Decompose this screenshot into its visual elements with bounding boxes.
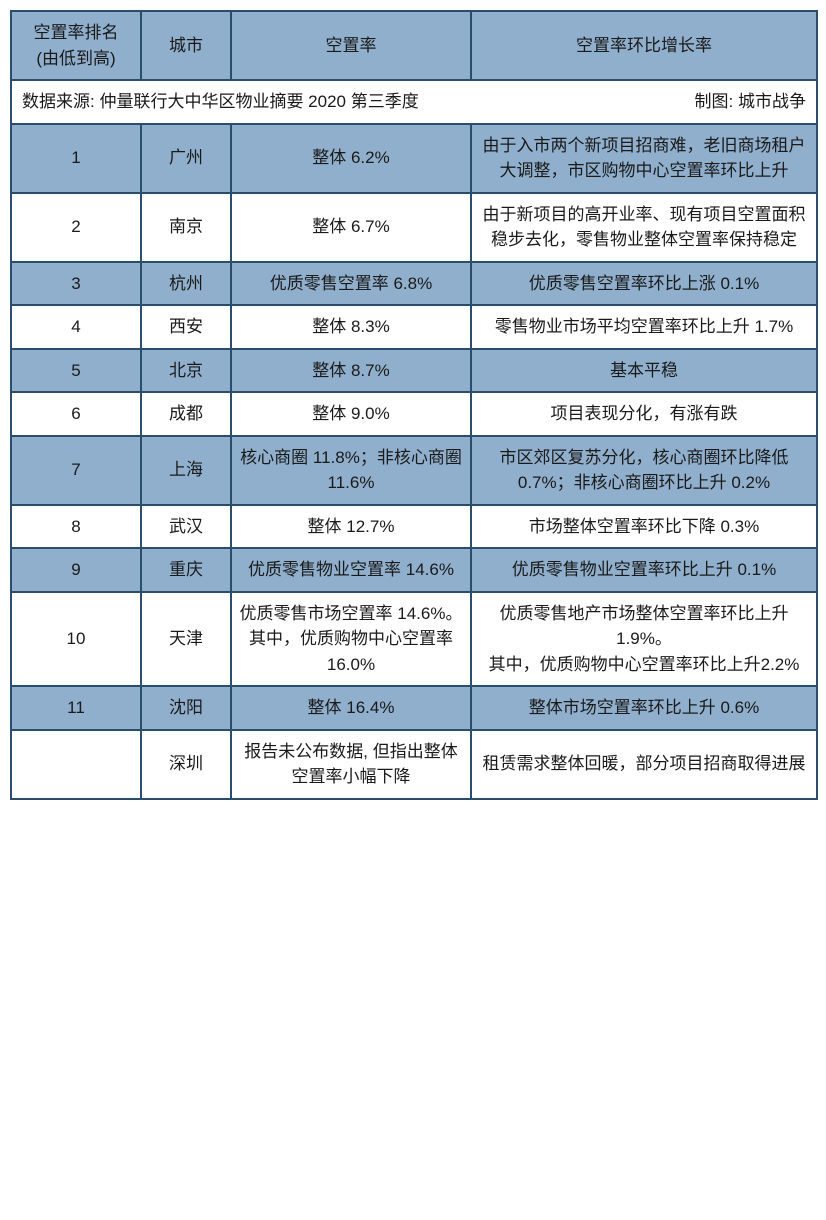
cell-rate: 整体 6.7% — [231, 193, 471, 262]
cell-rank: 7 — [11, 436, 141, 505]
cell-growth: 租赁需求整体回暖，部分项目招商取得进展 — [471, 730, 817, 799]
col-header-rank: 空置率排名 (由低到高) — [11, 11, 141, 80]
col-header-city: 城市 — [141, 11, 231, 80]
cell-rank: 3 — [11, 262, 141, 306]
cell-city: 上海 — [141, 436, 231, 505]
cell-rate: 整体 8.3% — [231, 305, 471, 349]
cell-rank: 8 — [11, 505, 141, 549]
cell-rate: 整体 9.0% — [231, 392, 471, 436]
cell-rank: 10 — [11, 592, 141, 687]
cell-rank: 11 — [11, 686, 141, 730]
cell-city: 广州 — [141, 124, 231, 193]
table-row: 1广州整体 6.2%由于入市两个新项目招商难，老旧商场租户大调整，市区购物中心空… — [11, 124, 817, 193]
cell-city: 重庆 — [141, 548, 231, 592]
cell-rank: 2 — [11, 193, 141, 262]
table-header-row: 空置率排名 (由低到高) 城市 空置率 空置率环比增长率 — [11, 11, 817, 80]
cell-growth: 项目表现分化，有涨有跌 — [471, 392, 817, 436]
cell-rank: 5 — [11, 349, 141, 393]
cell-city: 沈阳 — [141, 686, 231, 730]
cell-city: 南京 — [141, 193, 231, 262]
cell-rank: 1 — [11, 124, 141, 193]
source-row: 数据来源: 仲量联行大中华区物业摘要 2020 第三季度 制图: 城市战争 — [11, 80, 817, 124]
cell-growth: 优质零售物业空置率环比上升 0.1% — [471, 548, 817, 592]
cell-rate: 整体 6.2% — [231, 124, 471, 193]
cell-growth: 基本平稳 — [471, 349, 817, 393]
cell-city: 北京 — [141, 349, 231, 393]
cell-rate: 优质零售物业空置率 14.6% — [231, 548, 471, 592]
table-row: 深圳报告未公布数据, 但指出整体空置率小幅下降租赁需求整体回暖，部分项目招商取得… — [11, 730, 817, 799]
cell-growth: 零售物业市场平均空置率环比上升 1.7% — [471, 305, 817, 349]
table-row: 6成都整体 9.0%项目表现分化，有涨有跌 — [11, 392, 817, 436]
cell-rank — [11, 730, 141, 799]
cell-growth: 优质零售地产市场整体空置率环比上升 1.9%。 其中，优质购物中心空置率环比上升… — [471, 592, 817, 687]
cell-city: 天津 — [141, 592, 231, 687]
table-row: 4西安整体 8.3%零售物业市场平均空置率环比上升 1.7% — [11, 305, 817, 349]
cell-city: 武汉 — [141, 505, 231, 549]
col-header-rate: 空置率 — [231, 11, 471, 80]
cell-growth: 由于入市两个新项目招商难，老旧商场租户大调整，市区购物中心空置率环比上升 — [471, 124, 817, 193]
cell-rate: 优质零售市场空置率 14.6%。其中，优质购物中心空置率 16.0% — [231, 592, 471, 687]
table-row: 9重庆优质零售物业空置率 14.6%优质零售物业空置率环比上升 0.1% — [11, 548, 817, 592]
table-row: 7上海核心商圈 11.8%；非核心商圈 11.6%市区郊区复苏分化，核心商圈环比… — [11, 436, 817, 505]
cell-rate: 核心商圈 11.8%；非核心商圈 11.6% — [231, 436, 471, 505]
table-row: 11沈阳整体 16.4%整体市场空置率环比上升 0.6% — [11, 686, 817, 730]
cell-rate: 整体 16.4% — [231, 686, 471, 730]
cell-rank: 6 — [11, 392, 141, 436]
cell-city: 深圳 — [141, 730, 231, 799]
credit-text: 制图: 城市战争 — [695, 89, 806, 115]
cell-rate: 报告未公布数据, 但指出整体空置率小幅下降 — [231, 730, 471, 799]
cell-rate: 优质零售空置率 6.8% — [231, 262, 471, 306]
cell-city: 杭州 — [141, 262, 231, 306]
vacancy-table: 空置率排名 (由低到高) 城市 空置率 空置率环比增长率 数据来源: 仲量联行大… — [10, 10, 818, 800]
cell-growth: 市区郊区复苏分化，核心商圈环比降低 0.7%；非核心商圈环比上升 0.2% — [471, 436, 817, 505]
cell-city: 成都 — [141, 392, 231, 436]
table-row: 3杭州优质零售空置率 6.8%优质零售空置率环比上涨 0.1% — [11, 262, 817, 306]
table-row: 10天津优质零售市场空置率 14.6%。其中，优质购物中心空置率 16.0%优质… — [11, 592, 817, 687]
cell-growth: 市场整体空置率环比下降 0.3% — [471, 505, 817, 549]
table-row: 2南京整体 6.7%由于新项目的高开业率、现有项目空置面积稳步去化，零售物业整体… — [11, 193, 817, 262]
cell-growth: 整体市场空置率环比上升 0.6% — [471, 686, 817, 730]
cell-rate: 整体 8.7% — [231, 349, 471, 393]
cell-growth: 由于新项目的高开业率、现有项目空置面积稳步去化，零售物业整体空置率保持稳定 — [471, 193, 817, 262]
table-row: 8武汉整体 12.7%市场整体空置率环比下降 0.3% — [11, 505, 817, 549]
table-row: 5北京整体 8.7%基本平稳 — [11, 349, 817, 393]
source-text: 数据来源: 仲量联行大中华区物业摘要 2020 第三季度 — [22, 89, 419, 115]
col-header-growth: 空置率环比增长率 — [471, 11, 817, 80]
cell-rate: 整体 12.7% — [231, 505, 471, 549]
cell-rank: 9 — [11, 548, 141, 592]
cell-growth: 优质零售空置率环比上涨 0.1% — [471, 262, 817, 306]
cell-city: 西安 — [141, 305, 231, 349]
cell-rank: 4 — [11, 305, 141, 349]
